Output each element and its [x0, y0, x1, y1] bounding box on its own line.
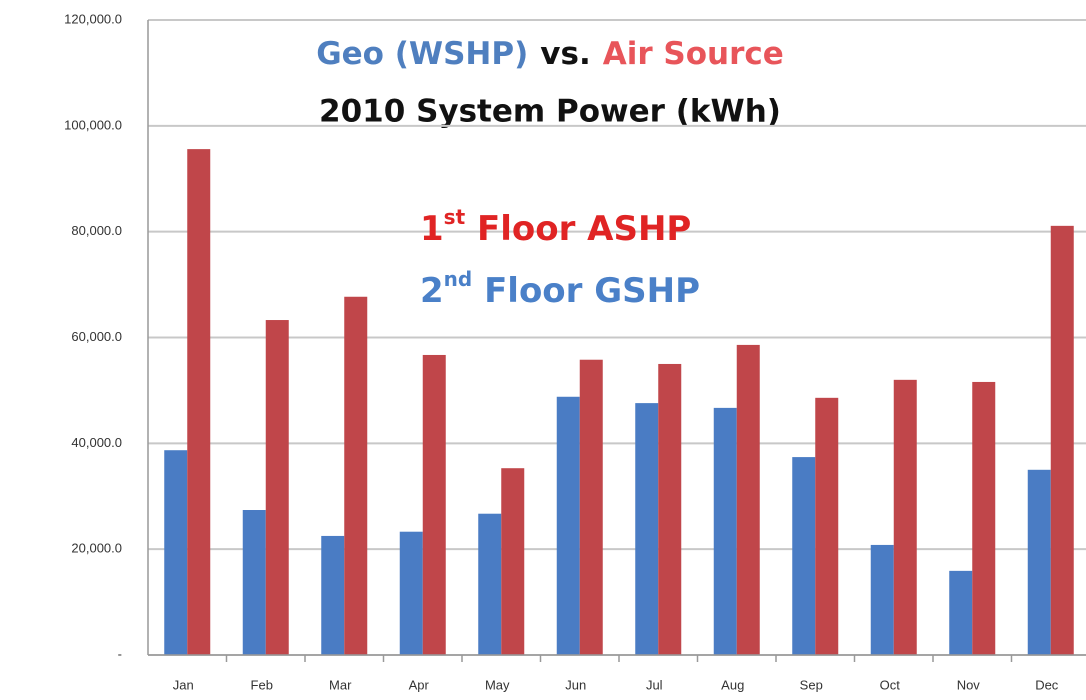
- bar: [556, 396, 580, 655]
- bar: [1027, 469, 1051, 655]
- x-tick-label: Apr: [409, 677, 430, 692]
- x-tick-label: Jun: [565, 677, 586, 692]
- chart-subtitle: 2010 System Power (kWh): [319, 94, 781, 130]
- bar: [399, 531, 423, 655]
- y-tick-label: -: [118, 646, 122, 661]
- x-tick-label: Jul: [646, 677, 663, 692]
- bar: [713, 407, 737, 655]
- bar: [736, 344, 760, 655]
- bar: [870, 544, 894, 655]
- legend-entry: 1st Floor ASHP: [420, 205, 691, 249]
- y-tick-label: 40,000.0: [71, 435, 122, 450]
- bar: [187, 149, 211, 655]
- y-tick-label: 60,000.0: [71, 329, 122, 344]
- title-part: Air Source: [603, 36, 784, 72]
- bar: [265, 320, 289, 655]
- x-tick-label: Nov: [957, 677, 981, 692]
- y-tick-label: 120,000.0: [64, 11, 122, 26]
- x-tick-label: May: [485, 677, 510, 692]
- bar: [635, 403, 659, 655]
- x-tick-label: Sep: [800, 677, 823, 692]
- legend-entry: 2nd Floor GSHP: [420, 267, 700, 311]
- bar: [344, 296, 368, 655]
- x-tick-label: Aug: [721, 677, 744, 692]
- bar: [792, 457, 816, 655]
- bar: [949, 570, 973, 655]
- title-part: Geo (WSHP): [316, 36, 528, 72]
- bar: [1050, 225, 1074, 656]
- bar: [242, 510, 266, 655]
- y-tick-label: 80,000.0: [71, 223, 122, 238]
- y-tick-label: 100,000.0: [64, 117, 122, 132]
- chart-title: Geo (WSHP) vs. Air Source: [316, 36, 784, 72]
- x-tick-label: Dec: [1035, 677, 1059, 692]
- bar: [478, 513, 502, 655]
- x-tick-label: Oct: [880, 677, 901, 692]
- bar: [501, 468, 525, 655]
- bar: [422, 354, 446, 655]
- bar: [579, 359, 603, 655]
- x-tick-label: Jan: [173, 677, 194, 692]
- x-tick-label: Feb: [251, 677, 273, 692]
- bar: [164, 450, 188, 655]
- bar: [893, 379, 917, 655]
- bar: [321, 535, 345, 655]
- bar: [972, 381, 996, 655]
- x-tick-label: Mar: [329, 677, 352, 692]
- bar: [815, 397, 839, 655]
- title-part: vs.: [540, 36, 590, 72]
- bar: [658, 363, 682, 655]
- y-tick-label: 20,000.0: [71, 541, 122, 556]
